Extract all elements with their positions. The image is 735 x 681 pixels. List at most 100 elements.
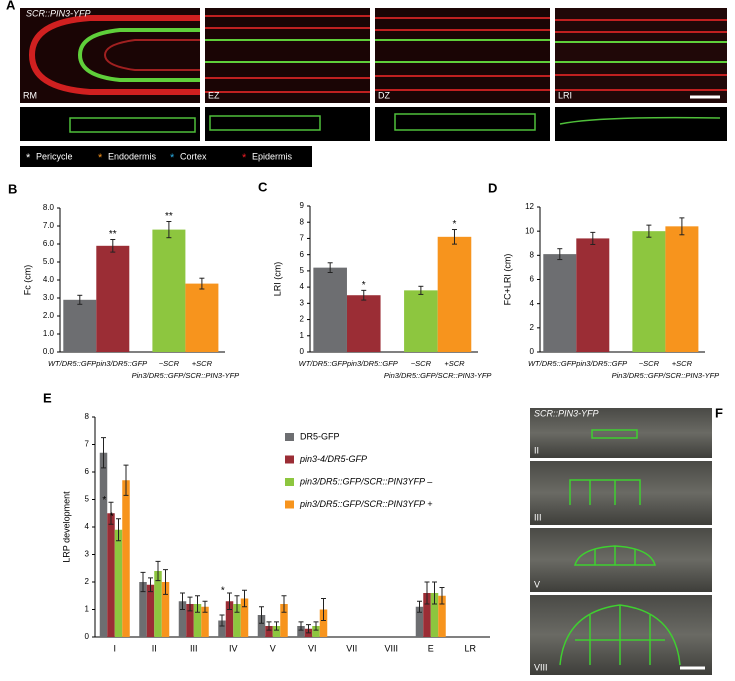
micrograph-strip	[555, 107, 727, 141]
x-tick-label: +SCR	[444, 359, 465, 368]
y-tick-label: 0.0	[43, 347, 55, 356]
micrograph	[530, 595, 712, 675]
panel-letter: D	[488, 180, 497, 195]
y-tick-label: 1.0	[43, 329, 55, 338]
group-label: Pin3/DR5::GFP/SCR::PIN3-YFP	[612, 371, 720, 380]
panel-letter: B	[8, 181, 17, 196]
y-tick-label: 6.0	[43, 239, 55, 248]
y-tick-label: 8	[300, 217, 305, 226]
y-tick-label: 7	[300, 234, 305, 243]
legend-label: pin3/DR5::GFP/SCR::PIN3YFP –	[299, 476, 433, 486]
significance: *	[110, 511, 114, 522]
zone-label: LRI	[558, 90, 572, 100]
stage-label: II	[534, 445, 539, 455]
x-tick-label: IV	[229, 643, 238, 653]
micrograph-strip	[205, 107, 370, 141]
bar	[122, 480, 130, 637]
x-tick-label: E	[428, 643, 434, 653]
x-tick-label: −SCR	[639, 359, 660, 368]
bar	[423, 593, 431, 637]
y-tick-label: 0	[530, 347, 535, 356]
chart: B 0.0 1.0 2.0 3.0 4.0 5.0 6.0 7.0 8.0 Fc (cm) WT/DR…	[8, 181, 239, 380]
micrograph	[20, 8, 200, 103]
significance: **	[109, 229, 117, 240]
x-tick-label: WT/DR5::GFP	[528, 359, 576, 368]
bar	[218, 620, 226, 637]
y-tick-label: 9	[300, 201, 305, 210]
y-axis-label: LRI (cm)	[272, 262, 282, 297]
significance: *	[453, 219, 457, 230]
x-tick-label: WT/DR5::GFP	[299, 359, 347, 368]
primordium-cells	[559, 429, 681, 666]
bar	[543, 254, 577, 352]
bar	[114, 529, 123, 637]
y-tick-label: 2	[530, 323, 535, 332]
x-tick-label: pin3/DR5::GFP	[575, 359, 627, 368]
micrograph	[530, 528, 712, 592]
bar	[146, 584, 155, 637]
bar	[96, 245, 130, 352]
panel-letter: C	[258, 179, 268, 194]
bar	[404, 290, 438, 352]
cell-outline	[77, 28, 200, 82]
y-tick-label: 4.0	[43, 275, 55, 284]
x-tick-label: LR	[464, 643, 476, 653]
image-title: SCR::PIN3-YFP	[534, 408, 599, 418]
y-tick-label: 8.0	[43, 203, 55, 212]
panel-f-images: F SCR::PIN3-YFP II III V VIII	[530, 405, 723, 675]
y-axis-label: FC+LRI (cm)	[502, 254, 512, 306]
y-tick-label: 4	[300, 282, 305, 291]
y-tick-label: 3.0	[43, 293, 55, 302]
bar	[257, 615, 266, 637]
x-tick-label: VII	[346, 643, 357, 653]
y-tick-label: 5	[85, 495, 90, 504]
bar	[233, 604, 241, 637]
bar	[632, 231, 666, 352]
bar	[152, 229, 186, 352]
bar	[139, 582, 147, 637]
bar	[193, 604, 202, 637]
x-tick-label: +SCR	[192, 359, 213, 368]
bar	[319, 609, 328, 637]
x-tick-label: pin3/DR5::GFP	[346, 359, 398, 368]
bar	[161, 582, 170, 637]
y-tick-label: 0	[300, 347, 305, 356]
bar	[240, 598, 249, 637]
bar	[99, 452, 108, 637]
y-axis-label: Fc (cm)	[22, 265, 32, 296]
x-tick-label: −SCR	[411, 359, 432, 368]
x-tick-label: III	[190, 643, 198, 653]
y-tick-label: 2	[300, 315, 305, 324]
legend-swatch	[285, 500, 294, 509]
bar	[185, 283, 219, 352]
significance: **	[165, 211, 173, 222]
bar	[272, 626, 281, 637]
image-legend: * Pericycle * Endodermis * Cortex * Epidermis	[26, 151, 293, 164]
bar	[63, 299, 97, 352]
zone-label: EZ	[208, 90, 220, 100]
micrograph	[555, 8, 727, 103]
stage-label: III	[534, 512, 542, 522]
legend-marker: *	[98, 152, 103, 164]
y-tick-label: 6	[85, 467, 90, 476]
x-tick-label: VIII	[384, 643, 398, 653]
y-tick-label: 8	[530, 250, 535, 259]
y-tick-label: 6	[300, 250, 305, 259]
bar	[312, 626, 320, 637]
legend-label: Epidermis	[252, 151, 293, 161]
micrograph	[205, 8, 370, 103]
y-tick-label: 1	[300, 331, 305, 340]
legend-marker: *	[26, 152, 31, 164]
stage-label: V	[534, 579, 540, 589]
y-tick-label: 4	[85, 522, 90, 531]
legend-label: Cortex	[180, 151, 207, 161]
panel-a-images: A SCR::PIN3-YFP RM EZ DZ LRI * Pericycle *…	[6, 0, 727, 167]
legend-label: Pericycle	[36, 151, 73, 161]
bar	[107, 513, 115, 637]
bar	[154, 571, 162, 637]
legend-swatch	[285, 478, 294, 486]
x-tick-label: pin3/DR5::GFP	[95, 359, 147, 368]
y-tick-label: 3	[300, 298, 305, 307]
micrograph	[530, 461, 712, 525]
